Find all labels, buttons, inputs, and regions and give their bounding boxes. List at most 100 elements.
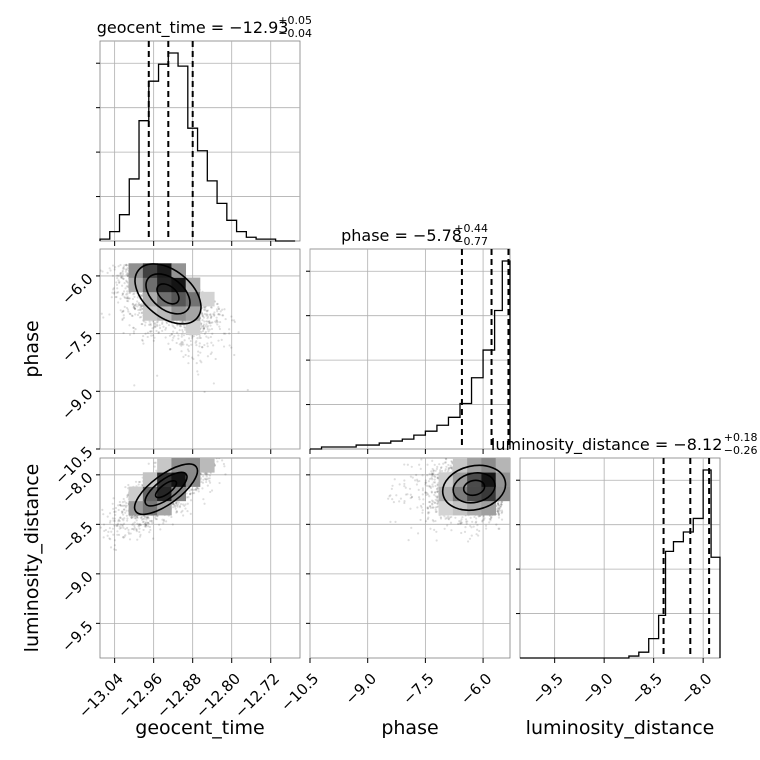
sample-point bbox=[206, 328, 209, 331]
sample-point bbox=[202, 326, 206, 330]
sample-point bbox=[183, 339, 186, 342]
sample-point bbox=[131, 297, 135, 301]
sample-point bbox=[137, 301, 141, 305]
sample-point bbox=[107, 530, 110, 533]
sample-point bbox=[141, 322, 144, 326]
sample-point bbox=[211, 332, 214, 335]
sample-point bbox=[112, 519, 115, 522]
sample-point bbox=[208, 320, 211, 323]
sample-point bbox=[185, 492, 188, 495]
sample-point bbox=[195, 362, 198, 365]
sample-point bbox=[215, 319, 218, 322]
sample-point bbox=[108, 527, 112, 530]
sample-point bbox=[137, 480, 141, 484]
sample-point bbox=[197, 354, 200, 357]
sample-point bbox=[169, 348, 172, 351]
sample-point bbox=[137, 303, 140, 306]
sample-point bbox=[175, 502, 178, 505]
sample-point bbox=[174, 505, 177, 508]
sample-point bbox=[152, 339, 155, 342]
sample-point bbox=[136, 538, 139, 541]
sample-point bbox=[109, 546, 113, 549]
sample-point bbox=[201, 487, 204, 490]
sample-point bbox=[200, 473, 203, 476]
sample-point bbox=[209, 306, 213, 309]
sample-point bbox=[189, 499, 193, 502]
sample-point bbox=[139, 304, 143, 307]
sample-point bbox=[208, 321, 211, 325]
sample-point bbox=[179, 324, 183, 328]
sample-point bbox=[189, 492, 192, 495]
sample-point bbox=[206, 313, 209, 316]
sample-point bbox=[174, 507, 177, 510]
sample-point bbox=[199, 477, 203, 480]
sample-point bbox=[195, 344, 198, 347]
sample-point bbox=[120, 276, 124, 279]
sample-point bbox=[175, 510, 178, 513]
sample-point bbox=[216, 460, 219, 463]
sample-point bbox=[115, 524, 118, 527]
sample-point bbox=[121, 292, 125, 295]
sample-point bbox=[108, 512, 112, 515]
sample-point bbox=[117, 533, 121, 536]
sample-point bbox=[123, 295, 126, 298]
sample-point bbox=[112, 507, 115, 510]
sample-point bbox=[154, 514, 157, 518]
sample-point bbox=[122, 522, 126, 525]
sample-point bbox=[177, 501, 180, 504]
sample-point bbox=[170, 332, 174, 336]
sample-point bbox=[184, 328, 187, 331]
sample-point bbox=[111, 527, 115, 530]
sample-point bbox=[180, 350, 183, 353]
sample-point bbox=[205, 478, 208, 481]
sample-point bbox=[208, 477, 211, 480]
sample-point bbox=[144, 525, 147, 528]
hist-panel-luminosity_distance: luminosity_distance = −8.12 +0.18−0.26 bbox=[491, 431, 757, 663]
sample-point bbox=[221, 314, 225, 317]
sample-point bbox=[133, 307, 137, 310]
density-cell bbox=[171, 277, 187, 293]
sample-point bbox=[125, 279, 128, 282]
sample-point bbox=[119, 272, 122, 275]
sample-point bbox=[137, 525, 140, 528]
sample-point bbox=[119, 526, 123, 530]
sample-point bbox=[122, 309, 125, 312]
sample-point bbox=[192, 334, 195, 338]
sample-point bbox=[112, 497, 115, 500]
sample-point bbox=[117, 518, 120, 521]
sample-point bbox=[138, 311, 141, 315]
sample-point bbox=[206, 324, 210, 328]
sample-point bbox=[201, 329, 205, 333]
sample-point bbox=[147, 515, 150, 519]
sample-point bbox=[202, 327, 206, 331]
sample-point bbox=[200, 330, 203, 334]
sample-point bbox=[132, 522, 135, 525]
sample-point bbox=[113, 548, 116, 551]
sample-point bbox=[214, 320, 217, 323]
sample-point bbox=[142, 342, 145, 345]
sample-point bbox=[140, 518, 144, 521]
sample-point bbox=[130, 527, 133, 531]
sample-point bbox=[192, 488, 195, 492]
sample-point bbox=[153, 324, 157, 328]
sample-point bbox=[114, 295, 117, 299]
sample-point bbox=[204, 473, 208, 476]
sample-point bbox=[125, 504, 128, 507]
sample-point bbox=[138, 316, 142, 319]
sample-point bbox=[138, 524, 141, 527]
sample-point bbox=[143, 515, 147, 518]
sample-point bbox=[119, 273, 122, 276]
sample-point bbox=[112, 287, 115, 290]
sample-point bbox=[121, 510, 124, 513]
sample-point bbox=[209, 317, 212, 320]
sample-point bbox=[201, 313, 204, 316]
sample-point bbox=[122, 267, 125, 270]
sample-point bbox=[155, 329, 158, 333]
sample-point bbox=[143, 523, 146, 526]
sample-point bbox=[202, 475, 205, 478]
sample-point bbox=[218, 313, 221, 316]
sample-point bbox=[112, 533, 115, 536]
sample-point bbox=[205, 320, 208, 323]
sample-point bbox=[113, 291, 116, 294]
sample-point bbox=[154, 516, 157, 519]
